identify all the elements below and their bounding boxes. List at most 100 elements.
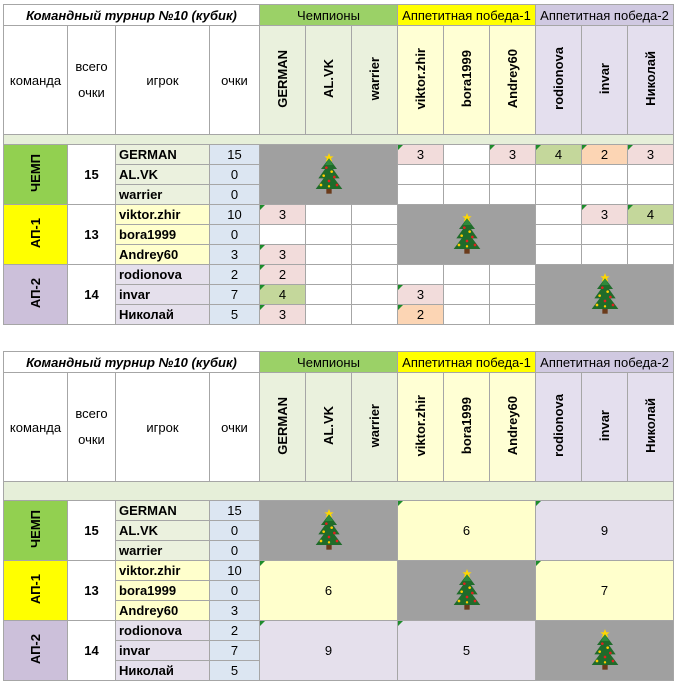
- score-cell[interactable]: [259, 224, 306, 245]
- team-score-block[interactable]: 7: [535, 560, 674, 621]
- score-cell[interactable]: [443, 184, 490, 205]
- team-total: 14: [67, 620, 116, 681]
- score-cell[interactable]: [627, 224, 674, 245]
- score-cell[interactable]: 4: [627, 204, 674, 225]
- score-cell[interactable]: [489, 304, 536, 325]
- score-cell[interactable]: [535, 164, 582, 185]
- score-cell[interactable]: 3: [259, 304, 306, 325]
- score-cell[interactable]: [535, 244, 582, 265]
- column-header: Andrey60: [489, 25, 536, 135]
- team-total: 14: [67, 264, 116, 325]
- score-cell[interactable]: 3: [627, 144, 674, 165]
- score-cell[interactable]: [351, 304, 398, 325]
- christmas-tree-icon: [591, 629, 618, 670]
- diagonal-block: [397, 204, 536, 265]
- score-cell[interactable]: 2: [259, 264, 306, 285]
- team-label-ap1: АП-1: [3, 560, 68, 621]
- score-cell[interactable]: [397, 164, 444, 185]
- tournament-table-summary: Командный турнир №10 (кубик) Чемпионы Ап…: [3, 351, 674, 681]
- score-cell[interactable]: [581, 164, 628, 185]
- player-points: 0: [209, 580, 260, 601]
- group-header-champions: Чемпионы: [259, 351, 398, 373]
- score-cell[interactable]: [581, 184, 628, 205]
- score-cell[interactable]: [581, 224, 628, 245]
- score-cell[interactable]: [305, 264, 352, 285]
- score-cell[interactable]: 4: [535, 144, 582, 165]
- score-cell[interactable]: 4: [259, 284, 306, 305]
- player-points: 15: [209, 144, 260, 165]
- score-cell[interactable]: [305, 284, 352, 305]
- score-cell[interactable]: [489, 284, 536, 305]
- diagonal-block: [397, 560, 536, 621]
- score-cell[interactable]: 3: [397, 144, 444, 165]
- score-cell[interactable]: [489, 184, 536, 205]
- score-cell[interactable]: [535, 204, 582, 225]
- score-cell[interactable]: 2: [581, 144, 628, 165]
- player-points: 0: [209, 224, 260, 245]
- column-header: viktor.zhir: [397, 372, 444, 482]
- score-cell[interactable]: [305, 304, 352, 325]
- column-header: Николай: [627, 25, 674, 135]
- score-cell[interactable]: [351, 224, 398, 245]
- player-points: 3: [209, 244, 260, 265]
- team-score-block[interactable]: 9: [535, 500, 674, 561]
- score-cell[interactable]: [443, 144, 490, 165]
- team-total: 15: [67, 144, 116, 205]
- player-name: bora1999: [115, 580, 210, 601]
- player-points: 10: [209, 560, 260, 581]
- score-cell[interactable]: [627, 244, 674, 265]
- player-points: 2: [209, 620, 260, 641]
- team-score-block[interactable]: 6: [259, 560, 398, 621]
- player-name: GERMAN: [115, 500, 210, 521]
- score-cell[interactable]: [351, 284, 398, 305]
- score-cell[interactable]: 3: [581, 204, 628, 225]
- score-cell[interactable]: [581, 244, 628, 265]
- column-header: rodionova: [535, 372, 582, 482]
- player-points: 7: [209, 284, 260, 305]
- score-cell[interactable]: [627, 164, 674, 185]
- score-cell[interactable]: 3: [489, 144, 536, 165]
- score-cell[interactable]: [535, 224, 582, 245]
- score-cell[interactable]: [443, 304, 490, 325]
- score-cell[interactable]: 2: [397, 304, 444, 325]
- team-score-block[interactable]: 6: [397, 500, 536, 561]
- separator-row: [3, 134, 674, 145]
- player-points: 0: [209, 520, 260, 541]
- score-cell[interactable]: [489, 164, 536, 185]
- score-cell[interactable]: [351, 204, 398, 225]
- team-score-block[interactable]: 5: [397, 620, 536, 681]
- score-cell[interactable]: [305, 224, 352, 245]
- team-label-ap1: АП-1: [3, 204, 68, 265]
- score-cell[interactable]: 3: [259, 244, 306, 265]
- score-cell[interactable]: 3: [259, 204, 306, 225]
- column-header: Andrey60: [489, 372, 536, 482]
- score-cell[interactable]: [535, 184, 582, 205]
- column-header: viktor.zhir: [397, 25, 444, 135]
- team-label-ap2: АП-2: [3, 264, 68, 325]
- christmas-tree-icon: [453, 213, 480, 254]
- column-header: invar: [581, 25, 628, 135]
- player-points: 0: [209, 540, 260, 561]
- score-cell[interactable]: 3: [397, 284, 444, 305]
- header-team: команда: [3, 372, 68, 482]
- column-header: rodionova: [535, 25, 582, 135]
- team-label-champions: ЧЕМП: [3, 500, 68, 561]
- score-cell[interactable]: [351, 264, 398, 285]
- score-cell[interactable]: [397, 184, 444, 205]
- diagonal-block: [535, 620, 674, 681]
- score-cell[interactable]: [489, 264, 536, 285]
- group-header-ap2: Аппетитная победа-2: [535, 351, 674, 373]
- score-cell[interactable]: [397, 264, 444, 285]
- team-label-ap2: АП-2: [3, 620, 68, 681]
- score-cell[interactable]: [443, 264, 490, 285]
- christmas-tree-icon: [315, 153, 342, 194]
- score-cell[interactable]: [443, 284, 490, 305]
- team-score-block[interactable]: 9: [259, 620, 398, 681]
- player-points: 2: [209, 264, 260, 285]
- score-cell[interactable]: [351, 244, 398, 265]
- score-cell[interactable]: [305, 244, 352, 265]
- player-points: 5: [209, 660, 260, 681]
- score-cell[interactable]: [305, 204, 352, 225]
- score-cell[interactable]: [627, 184, 674, 205]
- score-cell[interactable]: [443, 164, 490, 185]
